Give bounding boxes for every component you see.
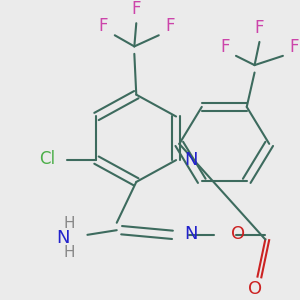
Text: H: H [63, 216, 75, 231]
Text: F: F [98, 17, 108, 35]
Text: O: O [248, 280, 262, 298]
Text: N: N [56, 229, 70, 247]
Text: F: F [166, 17, 175, 35]
Text: N: N [184, 151, 197, 169]
Text: H: H [63, 245, 75, 260]
Text: F: F [220, 38, 230, 56]
Text: F: F [255, 19, 264, 37]
Text: F: F [289, 38, 298, 56]
Text: F: F [131, 0, 141, 18]
Text: N: N [184, 225, 198, 243]
Text: O: O [231, 225, 245, 243]
Text: Cl: Cl [39, 150, 56, 168]
